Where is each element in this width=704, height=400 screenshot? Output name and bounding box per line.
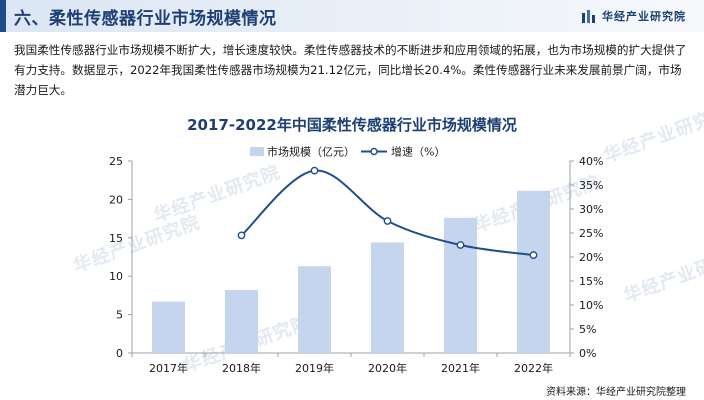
growth-point (237, 231, 246, 240)
legend-label-bar: 市场规模（亿元） (267, 145, 355, 159)
y-left-tick-label: 15 (109, 232, 123, 245)
growth-line (240, 169, 534, 257)
y-right-tick-label: 40% (579, 155, 603, 168)
bar (517, 190, 550, 353)
y-left-tick-label: 10 (109, 270, 123, 283)
growth-point (529, 251, 538, 259)
y-right-tick-label: 5% (579, 323, 596, 336)
bar (298, 266, 331, 353)
x-tick-label: 2020年 (368, 361, 407, 375)
legend-swatch-bar (250, 147, 264, 156)
bar (444, 217, 477, 353)
bar (371, 242, 404, 353)
x-tick-label: 2022年 (514, 361, 553, 375)
brand-logo-icon (582, 10, 595, 23)
y-right-tick-label: 10% (579, 299, 603, 312)
x-tick-label: 2018年 (222, 361, 261, 375)
legend-label-line: 增速（%） (391, 145, 445, 159)
y-left-tick-label: 20 (109, 193, 123, 206)
brand-name: 华经产业研究院 (602, 10, 686, 23)
brand: 华经产业研究院 (582, 8, 686, 24)
legend-marker-line (370, 147, 378, 156)
y-right-tick-label: 30% (579, 203, 603, 216)
growth-point (456, 241, 465, 249)
header-accent-bar (0, 0, 6, 32)
y-left-tick-label: 25 (109, 155, 123, 168)
y-left-tick-label: 5 (116, 309, 123, 322)
y-right-tick-label: 35% (579, 179, 603, 192)
source-note: 资料来源：华经产业研究院整理 (546, 387, 686, 398)
x-tick-label: 2021年 (441, 361, 480, 375)
growth-point (383, 217, 392, 225)
x-tick-label: 2017年 (149, 361, 188, 375)
y-right-tick-label: 20% (579, 251, 603, 264)
x-tick-label: 2019年 (295, 361, 334, 375)
intro-paragraph: 我国柔性传感器行业市场规模不断扩大，增长速度较快。柔性传感器技术的不断进步和应用… (14, 43, 687, 97)
chart-title: 2017-2022年中国柔性传感器行业市场规模情况 (187, 116, 517, 134)
y-right-tick-label: 25% (579, 227, 603, 240)
bar (225, 290, 258, 353)
section-title: 六、柔性传感器行业市场规模情况 (14, 9, 277, 29)
growth-point (310, 166, 319, 175)
y-left-tick-label: 0 (116, 347, 123, 360)
header-band (0, 0, 704, 32)
y-right-tick-label: 0% (579, 347, 596, 360)
bar (152, 301, 185, 353)
y-right-tick-label: 15% (579, 275, 603, 288)
